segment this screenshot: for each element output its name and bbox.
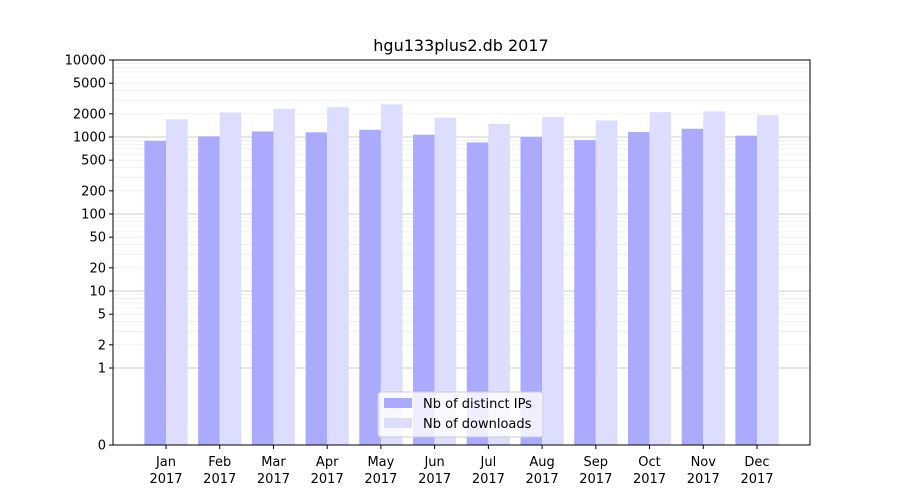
x-tick-label: Jun — [423, 455, 444, 470]
x-tick-label: Feb — [208, 455, 231, 470]
bar — [359, 129, 381, 446]
x-tick-label-year: 2017 — [311, 472, 344, 487]
legend-swatch — [384, 398, 412, 408]
bar — [488, 123, 510, 446]
x-tick-label: Jan — [155, 455, 176, 470]
bar — [520, 137, 543, 445]
bar — [166, 119, 188, 445]
bar — [413, 134, 435, 446]
legend-label: Nb of downloads — [423, 417, 532, 432]
y-tick-label: 50 — [89, 231, 106, 246]
x-tick-label: Mar — [261, 455, 286, 470]
bar — [595, 120, 618, 445]
y-tick-label: 5000 — [73, 77, 106, 92]
plot-frame — [112, 59, 811, 446]
x-tick-label: Aug — [529, 455, 554, 470]
bar — [627, 132, 650, 445]
y-tick-label: 5 — [98, 308, 106, 323]
y-tick-label: 10 — [89, 285, 106, 300]
x-tick-label: Apr — [316, 455, 339, 470]
y-tick-label: 2000 — [73, 107, 106, 122]
y-tick-label: 100 — [81, 208, 106, 223]
bar — [327, 107, 349, 445]
x-tick-label: May — [367, 455, 394, 470]
x-tick-label: Sep — [584, 455, 609, 470]
legend-box — [377, 391, 544, 438]
bar — [219, 112, 242, 445]
y-tick-label: 0 — [98, 439, 106, 454]
bar — [703, 111, 725, 446]
y-tick-label: 1 — [98, 362, 106, 377]
y-tick-label: 500 — [81, 154, 106, 169]
bar — [681, 128, 704, 446]
y-tick-label: 2 — [98, 338, 106, 353]
bar — [757, 115, 779, 446]
y-tick-label: 200 — [81, 184, 106, 199]
bar — [251, 131, 274, 445]
x-tick-label: Oct — [638, 455, 660, 470]
x-tick-label-year: 2017 — [579, 472, 612, 487]
legend-label: Nb of distinct IPs — [423, 397, 532, 412]
x-tick-label: Jul — [480, 455, 497, 470]
bar — [735, 135, 757, 446]
x-axis: Jan 2017 Feb 2017 Mar 2017 Apr 2017 May 2017 Jun 20… — [149, 445, 774, 487]
bar — [574, 140, 596, 445]
bars — [144, 104, 779, 446]
x-tick-label-year: 2017 — [526, 472, 559, 487]
y-tick-label: 1000 — [73, 131, 106, 146]
bar — [144, 140, 166, 445]
bar — [434, 117, 457, 446]
legend: Nb of distinct IPs Nb of downloads — [377, 391, 544, 438]
y-tick-label: 20 — [89, 261, 106, 276]
x-tick-label-year: 2017 — [364, 472, 397, 487]
x-tick-label: Dec — [744, 455, 769, 470]
bar — [649, 112, 672, 445]
x-tick-label-year: 2017 — [633, 472, 666, 487]
bar — [273, 108, 296, 445]
x-tick-label-year: 2017 — [257, 472, 290, 487]
x-tick-label: Nov — [691, 455, 717, 470]
bar — [305, 132, 328, 445]
x-tick-label-year: 2017 — [687, 472, 720, 487]
bar — [198, 136, 220, 446]
x-tick-label-year: 2017 — [740, 472, 773, 487]
x-tick-label-year: 2017 — [418, 472, 451, 487]
bar — [380, 104, 403, 445]
y-axis: 0 1 2 5 10 20 50 100 200 500 1000 2000 5000 10000 — [65, 54, 113, 454]
bar — [466, 142, 489, 445]
x-tick-label-year: 2017 — [472, 472, 505, 487]
bar — [542, 116, 564, 446]
x-tick-label-year: 2017 — [203, 472, 236, 487]
x-tick-label-year: 2017 — [149, 472, 182, 487]
y-tick-label: 10000 — [65, 54, 106, 69]
legend-swatch — [384, 418, 412, 428]
chart-title: hgu133plus2.db 2017 — [373, 36, 548, 55]
